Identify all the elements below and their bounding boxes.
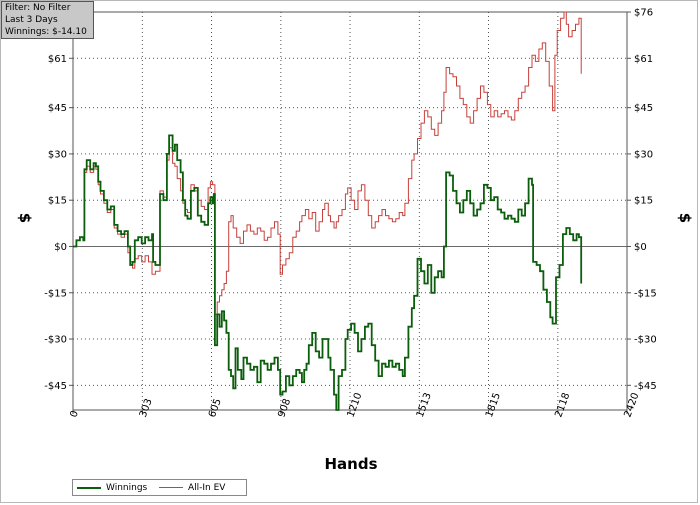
- x-tick-label: 1513: [415, 391, 434, 419]
- y-tick-left-label: -$30: [44, 335, 67, 346]
- y-tick-left-label: $15: [48, 196, 67, 207]
- legend-swatch-all-in-ev: [159, 487, 183, 488]
- y-tick-right-label: $15: [634, 196, 653, 207]
- filter-info-box: Filter: No Filter Last 3 Days Winnings: …: [1, 1, 94, 39]
- y-tick-right-label: -$30: [634, 335, 657, 346]
- days-line: Last 3 Days: [5, 15, 58, 25]
- x-tick-label: 0: [68, 409, 81, 419]
- y-tick-left-label: -$15: [44, 288, 67, 299]
- y-tick-right-label: $0: [634, 242, 647, 253]
- x-tick-label: 1815: [484, 391, 503, 419]
- x-tick-label: 2420: [622, 391, 641, 419]
- winnings-line: Winnings: $-14.10: [5, 27, 87, 37]
- x-tick-label: 1210: [345, 391, 364, 419]
- legend-item-winnings: Winnings: [77, 482, 147, 494]
- plot-border: [72, 11, 628, 411]
- y-axis-title-left: $: [16, 213, 34, 223]
- legend: Winnings All-In EV: [72, 479, 247, 496]
- legend-item-all-in-ev: All-In EV: [159, 482, 225, 494]
- y-tick-right-label: -$45: [634, 381, 657, 392]
- legend-swatch-winnings: [77, 486, 101, 489]
- grid: [73, 12, 627, 410]
- y-tick-right-label: $30: [634, 149, 653, 160]
- axes: [72, 11, 628, 411]
- x-tick-label: 303: [138, 397, 155, 419]
- ticks: $61 $45 $30 $15 $0 -$15 -$30 -$45 $76 $61 $45 $30 $1…: [44, 8, 656, 420]
- winnings-line: [73, 134, 583, 411]
- y-tick-left-label: $30: [48, 149, 67, 160]
- y-tick-left-label: $61: [48, 54, 67, 65]
- y-axis-title-right: $: [676, 213, 694, 223]
- y-tick-right-label: $76: [634, 8, 653, 19]
- y-tick-right-label: -$15: [634, 288, 657, 299]
- y-tick-right-label: $61: [634, 54, 653, 65]
- y-tick-right-label: $45: [634, 103, 653, 114]
- y-tick-left-label: $0: [54, 242, 67, 253]
- x-tick-label: 908: [276, 397, 293, 419]
- legend-label-winnings: Winnings: [106, 483, 148, 493]
- all-in-ev-line: [73, 11, 582, 315]
- y-tick-left-label: $45: [48, 103, 67, 114]
- legend-label-all-in-ev: All-In EV: [188, 483, 226, 493]
- x-tick-label: 2118: [553, 391, 572, 419]
- series: [73, 11, 583, 411]
- x-axis-title: Hands: [324, 455, 377, 473]
- x-tick-label: 605: [207, 397, 224, 419]
- filter-line: Filter: No Filter: [5, 3, 71, 13]
- y-tick-left-label: -$45: [44, 381, 67, 392]
